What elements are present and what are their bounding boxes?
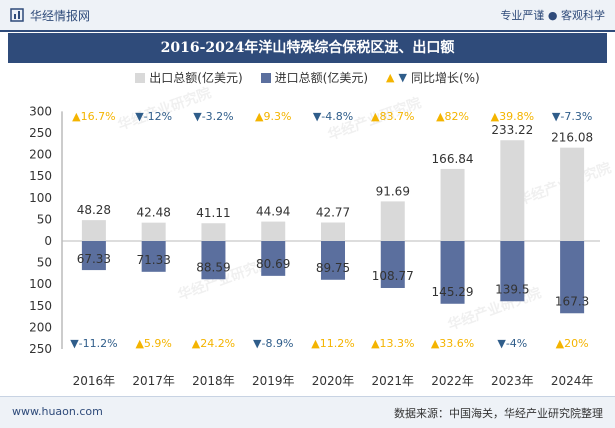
chart-canvas: 华经产业研究院华经产业研究院华经产业研究院华经产业研究院华经产业研究院30025… xyxy=(29,84,613,388)
up-triangle-icon: ▲ xyxy=(386,71,395,84)
export-yoy-label: ▼-12% xyxy=(135,110,172,123)
x-category-label: 2022年 xyxy=(431,374,474,388)
x-category-label: 2023年 xyxy=(491,374,534,388)
import-value-label: 89.75 xyxy=(316,261,350,275)
export-value-label: 233.22 xyxy=(491,123,533,137)
export-value-label: 41.11 xyxy=(196,206,230,220)
legend-export-label: 出口总额(亿美元) xyxy=(149,71,243,85)
export-value-label: 42.48 xyxy=(136,206,170,220)
export-yoy-label: ▲16.7% xyxy=(72,110,115,123)
export-bar xyxy=(440,168,465,241)
x-category-label: 2019年 xyxy=(252,374,295,388)
export-yoy-label: ▼-4.8% xyxy=(313,110,353,123)
import-yoy-label: ▲24.2% xyxy=(192,337,235,350)
export-bar xyxy=(141,222,166,241)
export-bar xyxy=(201,223,226,241)
import-yoy-label: ▲13.3% xyxy=(371,337,414,350)
import-bar xyxy=(141,241,166,272)
import-value-label: 67.33 xyxy=(77,252,111,266)
export-value-label: 44.94 xyxy=(256,205,290,219)
import-yoy-label: ▲20% xyxy=(556,337,589,350)
import-value-label: 71.33 xyxy=(136,253,170,267)
y-tick-label: 100 xyxy=(29,191,52,205)
y-tick-label: 200 xyxy=(29,320,52,334)
import-yoy-label: ▲5.9% xyxy=(135,337,171,350)
chart-title: 2016-2024年洋山特殊综合保税区进、出口额 xyxy=(8,33,607,63)
x-category-label: 2021年 xyxy=(372,374,415,388)
export-yoy-label: ▲9.3% xyxy=(255,110,291,123)
import-yoy-label: ▼-4% xyxy=(497,337,527,350)
legend: 出口总额(亿美元) 进口总额(亿美元) ▲ ▼ 同比增长(%) xyxy=(0,69,615,86)
import-bar xyxy=(380,241,405,288)
import-yoy-label: ▼-11.2% xyxy=(70,337,117,350)
footer-source: 数据来源：中国海关，华经产业研究院整理 xyxy=(394,407,603,420)
import-swatch xyxy=(260,72,271,83)
export-bar xyxy=(380,201,405,241)
export-yoy-label: ▲39.8% xyxy=(491,110,534,123)
x-category-label: 2017年 xyxy=(132,374,175,388)
legend-import-label: 进口总额(亿美元) xyxy=(274,71,369,85)
import-value-label: 80.69 xyxy=(256,257,290,271)
export-value-label: 42.77 xyxy=(316,206,350,220)
import-bar xyxy=(201,241,226,280)
import-yoy-label: ▲11.2% xyxy=(311,337,354,350)
y-tick-label: 50 xyxy=(37,212,52,226)
import-value-label: 145.29 xyxy=(432,285,474,299)
export-yoy-label: ▲83.7% xyxy=(371,110,414,123)
y-tick-label: 100 xyxy=(29,277,52,291)
export-bar xyxy=(81,220,106,241)
brand-logo-icon xyxy=(10,8,24,22)
export-bar xyxy=(321,222,345,241)
x-category-label: 2020年 xyxy=(312,374,355,388)
export-value-label: 166.84 xyxy=(432,152,474,166)
export-yoy-label: ▼-3.2% xyxy=(193,110,233,123)
legend-yoy[interactable]: ▲ ▼ 同比增长(%) xyxy=(386,69,480,86)
import-bar xyxy=(560,241,585,314)
legend-import[interactable]: 进口总额(亿美元) xyxy=(260,69,369,86)
export-value-label: 216.08 xyxy=(551,131,593,145)
import-bar xyxy=(261,241,286,276)
top-bar: 华经情报网 专业严谨 ● 客观科学 xyxy=(0,0,615,32)
down-triangle-icon: ▼ xyxy=(398,71,407,84)
brand-name: 华经情报网 xyxy=(30,8,91,23)
export-yoy-label: ▼-7.3% xyxy=(552,110,592,123)
y-tick-label: 250 xyxy=(29,126,52,140)
import-value-label: 108.77 xyxy=(372,269,414,283)
watermark-text: 华经产业研究院 xyxy=(116,84,214,133)
import-bar xyxy=(81,241,106,271)
footer: www.huaon.com 数据来源：中国海关，华经产业研究院整理 xyxy=(0,396,615,428)
slogan: 专业严谨 ● 客观科学 xyxy=(500,9,605,22)
y-tick-label: 300 xyxy=(29,104,52,118)
export-bar xyxy=(261,221,286,241)
y-tick-label: 150 xyxy=(29,299,52,313)
y-tick-label: 250 xyxy=(29,342,52,356)
import-value-label: 139.5 xyxy=(495,282,529,296)
y-tick-label: 50 xyxy=(37,256,52,270)
export-bar xyxy=(560,147,585,241)
x-category-label: 2018年 xyxy=(192,374,235,388)
import-bar xyxy=(440,241,465,304)
export-bar xyxy=(500,140,525,241)
y-tick-label: 200 xyxy=(29,148,52,162)
import-value-label: 88.59 xyxy=(196,260,230,274)
y-tick-label: 0 xyxy=(44,234,52,248)
legend-export[interactable]: 出口总额(亿美元) xyxy=(135,69,243,86)
import-yoy-label: ▼-8.9% xyxy=(253,337,293,350)
brand[interactable]: 华经情报网 xyxy=(10,6,90,24)
import-bar xyxy=(321,241,345,280)
legend-yoy-label: 同比增长(%) xyxy=(410,71,480,85)
export-swatch xyxy=(135,72,146,83)
import-bar xyxy=(500,241,525,302)
x-category-label: 2024年 xyxy=(551,374,594,388)
import-value-label: 167.3 xyxy=(555,294,589,308)
export-value-label: 91.69 xyxy=(376,184,410,198)
x-category-label: 2016年 xyxy=(73,374,116,388)
import-yoy-label: ▲33.6% xyxy=(431,337,474,350)
footer-url[interactable]: www.huaon.com xyxy=(12,405,103,418)
export-yoy-label: ▲82% xyxy=(436,110,469,123)
y-tick-label: 150 xyxy=(29,169,52,183)
export-value-label: 48.28 xyxy=(77,203,111,217)
